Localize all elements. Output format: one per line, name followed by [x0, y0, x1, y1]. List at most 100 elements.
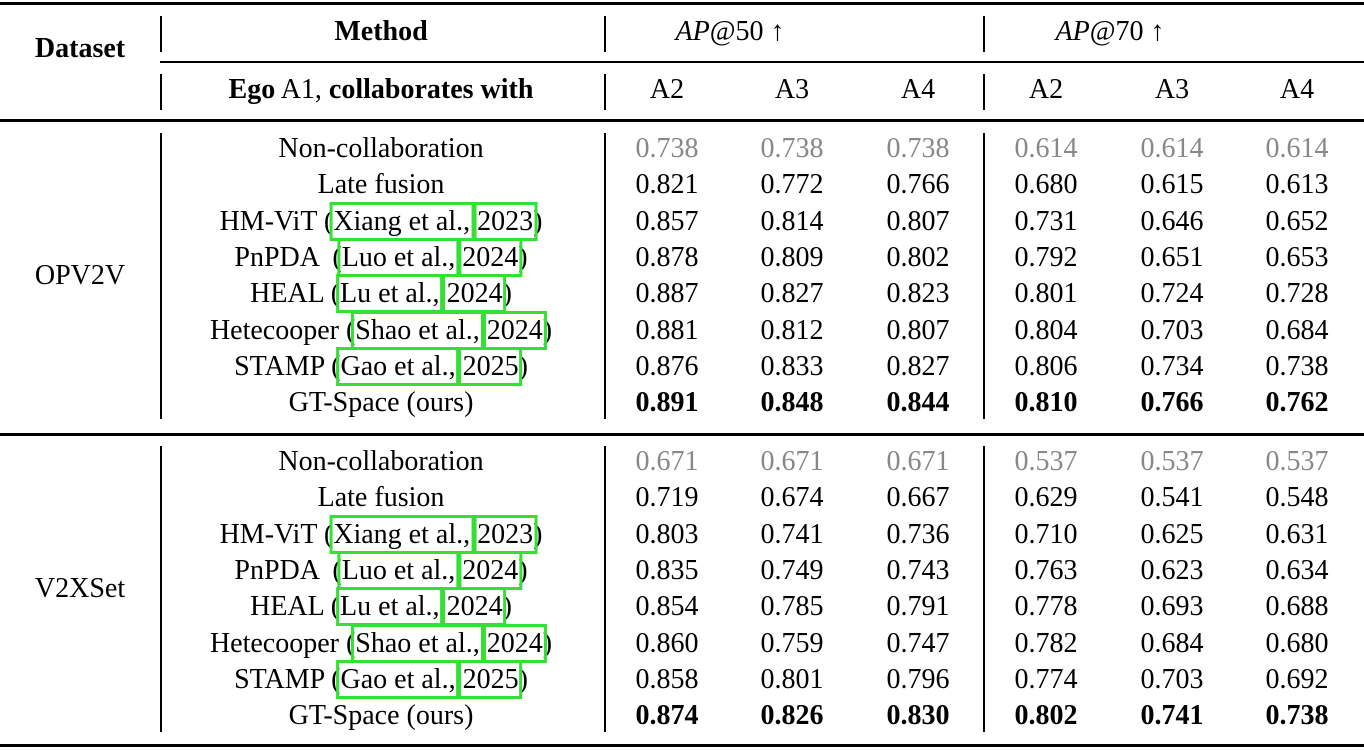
method: GT-Space (ours): [289, 702, 474, 730]
value: 0.860: [635, 627, 699, 659]
method-name: HEAL (: [250, 591, 341, 623]
method-name: PnPDA (: [234, 554, 342, 586]
column-label: A4: [1279, 74, 1315, 105]
header-method: Method: [334, 16, 428, 47]
column-label: A3: [1154, 74, 1190, 105]
citation-year: 2024: [442, 587, 507, 627]
method-name: GT-Space (ours): [288, 387, 474, 419]
citation-author: Gao et al.,: [336, 659, 460, 699]
subheader: Ego A1, collaborates with: [229, 76, 534, 104]
value: 0.736: [886, 518, 950, 550]
method-close: ): [533, 205, 543, 237]
value: 0.692: [1265, 663, 1329, 695]
value: 0.747: [886, 627, 950, 659]
value: 0.848: [760, 387, 824, 419]
value: 0.812: [760, 314, 824, 346]
value: 0.796: [886, 663, 950, 695]
method: PnPDA (Luo et al., 2024): [234, 237, 528, 277]
citation-year: 2025: [458, 659, 523, 699]
method: Hetecooper (Shao et al., 2024): [210, 310, 553, 350]
separator: [604, 16, 606, 52]
value: 0.541: [1140, 482, 1204, 514]
method-name: HEAL (: [250, 278, 341, 310]
value: 0.623: [1140, 554, 1204, 586]
method-close: ): [518, 663, 528, 695]
separator: [983, 133, 985, 420]
citation-author: Shao et al.,: [351, 623, 484, 663]
value: 0.801: [1014, 278, 1078, 310]
citation-author: Gao et al.,: [336, 346, 460, 386]
value: 0.766: [886, 169, 950, 201]
value: 0.785: [760, 591, 824, 623]
citation-year: 2024: [458, 237, 523, 277]
method-name: Non-collaboration: [278, 133, 484, 164]
method-name: Non-collaboration: [278, 446, 484, 477]
method-close: ): [518, 350, 528, 382]
method: HEAL (Lu et al., 2024): [250, 587, 512, 627]
dataset: OPV2V: [34, 260, 126, 292]
separator: [160, 74, 162, 110]
separator: [604, 74, 606, 110]
value: 0.803: [635, 518, 699, 550]
value: 0.738: [760, 133, 824, 164]
separator: [983, 74, 985, 110]
citation-author: Xiang et al.,: [329, 514, 475, 554]
value: 0.810: [1014, 387, 1078, 419]
value: 0.814: [760, 205, 824, 237]
metric-suffix: @70 ↑: [1089, 16, 1165, 47]
value: 0.671: [635, 446, 699, 477]
value: 0.807: [886, 314, 950, 346]
value: 0.876: [635, 350, 699, 382]
collab: collaborates with: [321, 74, 534, 105]
value: 0.881: [635, 314, 699, 346]
value: 0.684: [1265, 314, 1329, 346]
separator: [160, 16, 162, 52]
method-name: PnPDA (: [234, 241, 342, 273]
citation-year: 2023: [473, 514, 538, 554]
rule: [0, 433, 1364, 436]
value: 0.728: [1265, 278, 1329, 310]
value: 0.791: [886, 591, 950, 623]
value: 0.614: [1140, 133, 1204, 164]
rule: [0, 2, 1364, 5]
value: 0.671: [760, 446, 824, 477]
value: 0.738: [1265, 350, 1329, 382]
separator: [983, 446, 985, 733]
citation-author: Luo et al.,: [337, 237, 460, 277]
value: 0.802: [886, 241, 950, 273]
value: 0.749: [760, 554, 824, 586]
value: 0.710: [1014, 518, 1078, 550]
method-name: HM-ViT (: [219, 205, 334, 237]
value: 0.830: [886, 700, 950, 732]
method-name: Hetecooper (: [209, 627, 356, 659]
method-close: ): [542, 314, 553, 346]
method: PnPDA (Luo et al., 2024): [234, 550, 528, 590]
value: 0.821: [635, 169, 699, 201]
value: 0.614: [1014, 133, 1078, 164]
value: 0.719: [635, 482, 699, 514]
method: GT-Space (ours): [289, 389, 474, 417]
value: 0.774: [1014, 663, 1078, 695]
value: 0.741: [760, 518, 824, 550]
separator: [160, 133, 162, 420]
value: 0.801: [760, 663, 824, 695]
value: 0.778: [1014, 591, 1078, 623]
header-metric: AP@70 ↑: [1055, 18, 1164, 46]
value: 0.891: [635, 387, 699, 419]
citation-year: 2024: [442, 274, 507, 314]
value: 0.792: [1014, 241, 1078, 273]
method: Non-collaboration: [278, 135, 483, 163]
value: 0.625: [1140, 518, 1204, 550]
column-label: A2: [1028, 74, 1064, 105]
value: 0.823: [886, 278, 950, 310]
value: 0.646: [1140, 205, 1204, 237]
method-close: ): [542, 627, 553, 659]
metric: AP: [1055, 16, 1090, 47]
method: Late fusion: [318, 171, 445, 199]
value: 0.652: [1265, 205, 1329, 237]
dataset: V2XSet: [34, 573, 126, 605]
value: 0.809: [760, 241, 824, 273]
separator: [604, 133, 606, 420]
value: 0.763: [1014, 554, 1078, 586]
